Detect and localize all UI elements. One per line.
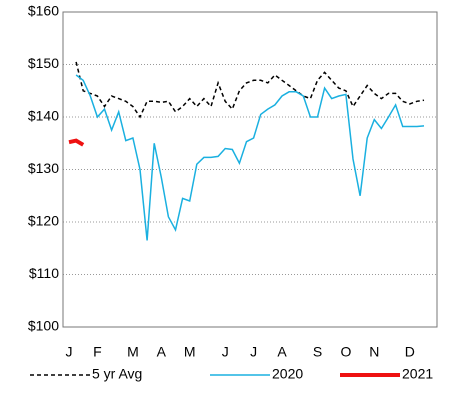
y-tick-label: $100 <box>28 318 59 334</box>
x-tick-label: O <box>340 344 351 360</box>
x-tick-label: M <box>184 344 196 360</box>
x-tick-label: M <box>127 344 139 360</box>
legend-label: 2020 <box>272 366 303 382</box>
x-tick-label: S <box>313 344 322 360</box>
x-tick-label: A <box>157 344 167 360</box>
plot-frame <box>62 11 438 328</box>
x-tick-label: J <box>66 344 73 360</box>
series-line <box>75 61 425 119</box>
x-tick-label: J <box>222 344 229 360</box>
y-tick-label: $150 <box>28 55 59 71</box>
y-tick-label: $120 <box>28 213 59 229</box>
x-tick-label: A <box>277 344 287 360</box>
x-tick-label: N <box>369 344 379 360</box>
y-tick-label: $160 <box>28 3 59 19</box>
y-tick-label: $130 <box>28 160 59 176</box>
y-tick-label: $110 <box>29 265 59 281</box>
y-tick-label: $140 <box>28 108 59 124</box>
series-line <box>68 138 85 147</box>
x-tick-label: F <box>93 344 102 360</box>
series-line <box>75 74 425 241</box>
legend-label: 2021 <box>402 366 433 382</box>
x-tick-label: D <box>405 344 415 360</box>
x-tick-label: J <box>250 344 257 360</box>
legend-label: 5 yr Avg <box>92 366 142 382</box>
